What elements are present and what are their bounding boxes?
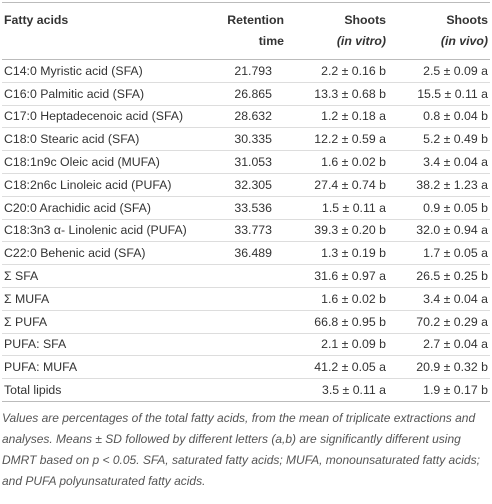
table-cell: 31.053: [212, 150, 286, 174]
table-cell: 39.3 ± 0.20 b: [286, 219, 388, 243]
header-cell: Shoots (in vivo): [388, 2, 490, 60]
table-cell: 1.6 ± 0.02 b: [286, 287, 388, 311]
table-row: Σ SFA 31.6 ± 0.97 a 26.5 ± 0.25 b: [2, 264, 490, 288]
table-row: Σ MUFA 1.6 ± 0.02 b 3.4 ± 0.04 a: [2, 287, 490, 311]
table-row: C16:0 Palmitic acid (SFA) 26.865 13.3 ± 0.…: [2, 82, 490, 106]
table-cell: C17:0 Heptadecenoic acid (SFA): [2, 105, 212, 129]
table-cell: C18:0 Stearic acid (SFA): [2, 127, 212, 152]
table-cell: 21.793: [212, 59, 286, 83]
table-row: C18:0 Stearic acid (SFA) 30.335 12.2 ± 0.5…: [2, 127, 490, 152]
table-cell: [212, 378, 286, 402]
table-cell: 3.4 ± 0.04 a: [388, 287, 490, 311]
table-cell: 70.2 ± 0.29 a: [388, 310, 490, 334]
header-text: Fatty acids: [4, 13, 69, 27]
table-cell: 1.7 ± 0.05 a: [388, 241, 490, 266]
header-text: time: [258, 34, 284, 48]
table-cell: 1.6 ± 0.02 b: [286, 150, 388, 174]
table-cell: 0.9 ± 0.05 b: [388, 196, 490, 220]
table-cell: Σ PUFA: [2, 310, 212, 334]
table-cell: 36.489: [212, 241, 286, 266]
header-cell: Shoots (in vitro): [286, 2, 388, 60]
table-cell: 66.8 ± 0.95 b: [286, 310, 388, 334]
table-cell: [212, 310, 286, 334]
table-row: PUFA: SFA 2.1 ± 0.09 b 2.7 ± 0.04 a: [2, 333, 490, 357]
header-text: Retention: [227, 13, 284, 27]
header-text: (in vitro): [336, 34, 386, 48]
table-cell: 28.632: [212, 105, 286, 129]
table-cell: 33.773: [212, 219, 286, 243]
table-cell: 5.2 ± 0.49 b: [388, 127, 490, 152]
table-cell: 3.5 ± 0.11 a: [286, 378, 388, 402]
table-row: Total lipids 3.5 ± 0.11 a 1.9 ± 0.17 b: [2, 378, 490, 402]
table-cell: 2.2 ± 0.16 b: [286, 59, 388, 83]
table-body: C14:0 Myristic acid (SFA) 21.793 2.2 ± 0.1…: [2, 59, 490, 402]
header-text: Shoots: [344, 13, 386, 27]
table-cell: [212, 264, 286, 288]
header-cell: Fatty acids: [2, 2, 212, 60]
footnote: Values are percentages of the total fatt…: [2, 410, 480, 488]
table-row: C14:0 Myristic acid (SFA) 21.793 2.2 ± 0.1…: [2, 59, 490, 83]
table-row: C20:0 Arachidic acid (SFA) 33.536 1.5 ± 0.…: [2, 196, 490, 220]
table-cell: 15.5 ± 0.11 a: [388, 82, 490, 106]
table-cell: 32.0 ± 0.94 a: [388, 219, 490, 243]
table-cell: [212, 287, 286, 311]
table-cell: 26.865: [212, 82, 286, 106]
table-cell: C16:0 Palmitic acid (SFA): [2, 82, 212, 106]
table-cell: 1.9 ± 0.17 b: [388, 378, 490, 402]
table-cell: 1.3 ± 0.19 b: [286, 241, 388, 266]
table-cell: C14:0 Myristic acid (SFA): [2, 59, 212, 83]
table-cell: 0.8 ± 0.04 b: [388, 105, 490, 129]
table-cell: 27.4 ± 0.74 b: [286, 173, 388, 197]
table-cell: [212, 333, 286, 357]
table-cell: C18:3n3 α- Linolenic acid (PUFA): [2, 219, 212, 243]
header-text: Shoots: [446, 13, 488, 27]
table-cell: 32.305: [212, 173, 286, 197]
table-cell: 2.1 ± 0.09 b: [286, 333, 388, 357]
table-cell: C18:1n9c Oleic acid (MUFA): [2, 150, 212, 174]
table-cell: 20.9 ± 0.32 b: [388, 355, 490, 380]
table-cell: 38.2 ± 1.23 a: [388, 173, 490, 197]
table-header: Fatty acids Retention time Shoots (in vitro)…: [2, 2, 490, 60]
table-cell: 12.2 ± 0.59 a: [286, 127, 388, 152]
table-cell: 33.536: [212, 196, 286, 220]
table-cell: 31.6 ± 0.97 a: [286, 264, 388, 288]
table-cell: C22:0 Behenic acid (SFA): [2, 241, 212, 266]
table-cell: Σ MUFA: [2, 287, 212, 311]
table-cell: 30.335: [212, 127, 286, 152]
table-cell: 26.5 ± 0.25 b: [388, 264, 490, 288]
table-cell: 3.4 ± 0.04 a: [388, 150, 490, 174]
header-text: (in vivo): [440, 34, 488, 48]
table-cell: 41.2 ± 0.05 a: [286, 355, 388, 380]
table-cell: [212, 355, 286, 380]
table-cell: Total lipids: [2, 378, 212, 402]
table-cell: 13.3 ± 0.68 b: [286, 82, 388, 106]
table-cell: 1.2 ± 0.18 a: [286, 105, 388, 129]
table-cell: PUFA: SFA: [2, 333, 212, 357]
table-row: C22:0 Behenic acid (SFA) 36.489 1.3 ± 0.19…: [2, 241, 490, 266]
header-row: Fatty acids Retention time Shoots (in vitro)…: [2, 2, 490, 60]
table-row: C18:1n9c Oleic acid (MUFA) 31.053 1.6 ± 0.…: [2, 150, 490, 174]
data-table: Fatty acids Retention time Shoots (in vitro)…: [2, 2, 490, 402]
table-row: C17:0 Heptadecenoic acid (SFA) 28.632 1.2 …: [2, 105, 490, 129]
table-row: C18:3n3 α- Linolenic acid (PUFA) 33.773 39…: [2, 219, 490, 243]
table-row: C18:2n6c Linoleic acid (PUFA) 32.305 27.4 …: [2, 173, 490, 197]
table-cell: 2.7 ± 0.04 a: [388, 333, 490, 357]
table-cell: 2.5 ± 0.09 a: [388, 59, 490, 83]
header-cell: Retention time: [212, 2, 286, 60]
table-cell: PUFA: MUFA: [2, 355, 212, 380]
table-cell: C18:2n6c Linoleic acid (PUFA): [2, 173, 212, 197]
table-cell: C20:0 Arachidic acid (SFA): [2, 196, 212, 220]
table-cell: 1.5 ± 0.11 a: [286, 196, 388, 220]
table-row: Σ PUFA 66.8 ± 0.95 b 70.2 ± 0.29 a: [2, 310, 490, 334]
table-row: PUFA: MUFA 41.2 ± 0.05 a 20.9 ± 0.32 b: [2, 355, 490, 380]
table-cell: Σ SFA: [2, 264, 212, 288]
